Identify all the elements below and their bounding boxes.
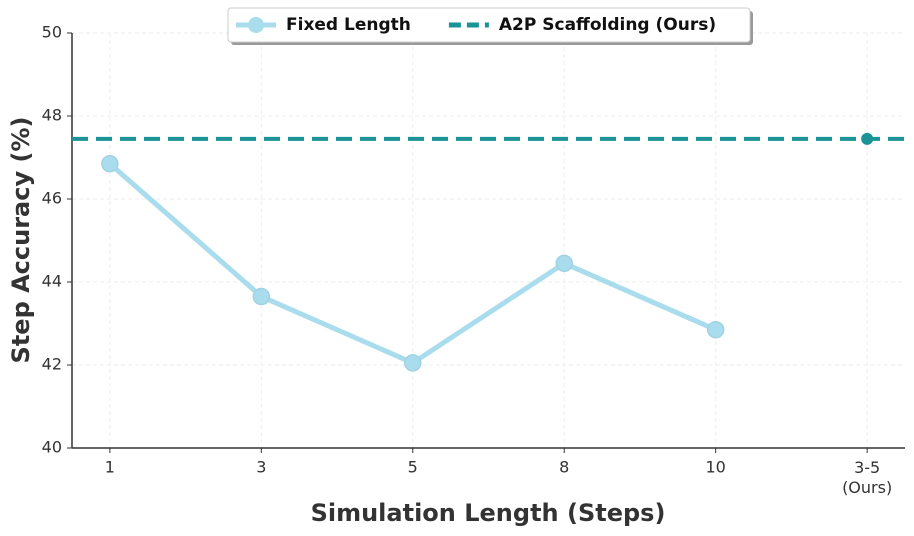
y-tick-label: 40 [42, 438, 62, 457]
point [404, 354, 422, 372]
y-tick-label: 42 [42, 355, 62, 374]
legend-swatch [248, 17, 264, 33]
x-tick-label: 10 [706, 458, 726, 477]
x-axis-label: Simulation Length (Steps) [311, 499, 666, 527]
y-axis-label: Step Accuracy (%) [7, 117, 35, 364]
legend-label: Fixed Length [286, 15, 411, 35]
y-tick-label: 44 [42, 272, 62, 291]
line [108, 161, 717, 366]
x-tick-label: 1 [105, 458, 115, 477]
point [252, 287, 271, 306]
x-tick-label: 5 [408, 458, 418, 477]
x-tick-label: 3-5 (Ours) [842, 458, 892, 497]
point [706, 320, 725, 339]
x-tick-label: 8 [559, 458, 569, 477]
point [101, 154, 119, 173]
x-tick-label: 3 [256, 458, 266, 477]
legend-label: A2P Scaffolding (Ours) [499, 15, 716, 35]
y-tick-label: 48 [42, 106, 62, 125]
point [861, 132, 874, 145]
legend-box [227, 7, 751, 43]
y-tick-label: 46 [42, 189, 62, 208]
y-tick-label: 50 [42, 23, 62, 42]
point [555, 254, 573, 273]
legend: Fixed Length A2P Scaffolding (Ours) [227, 7, 753, 45]
